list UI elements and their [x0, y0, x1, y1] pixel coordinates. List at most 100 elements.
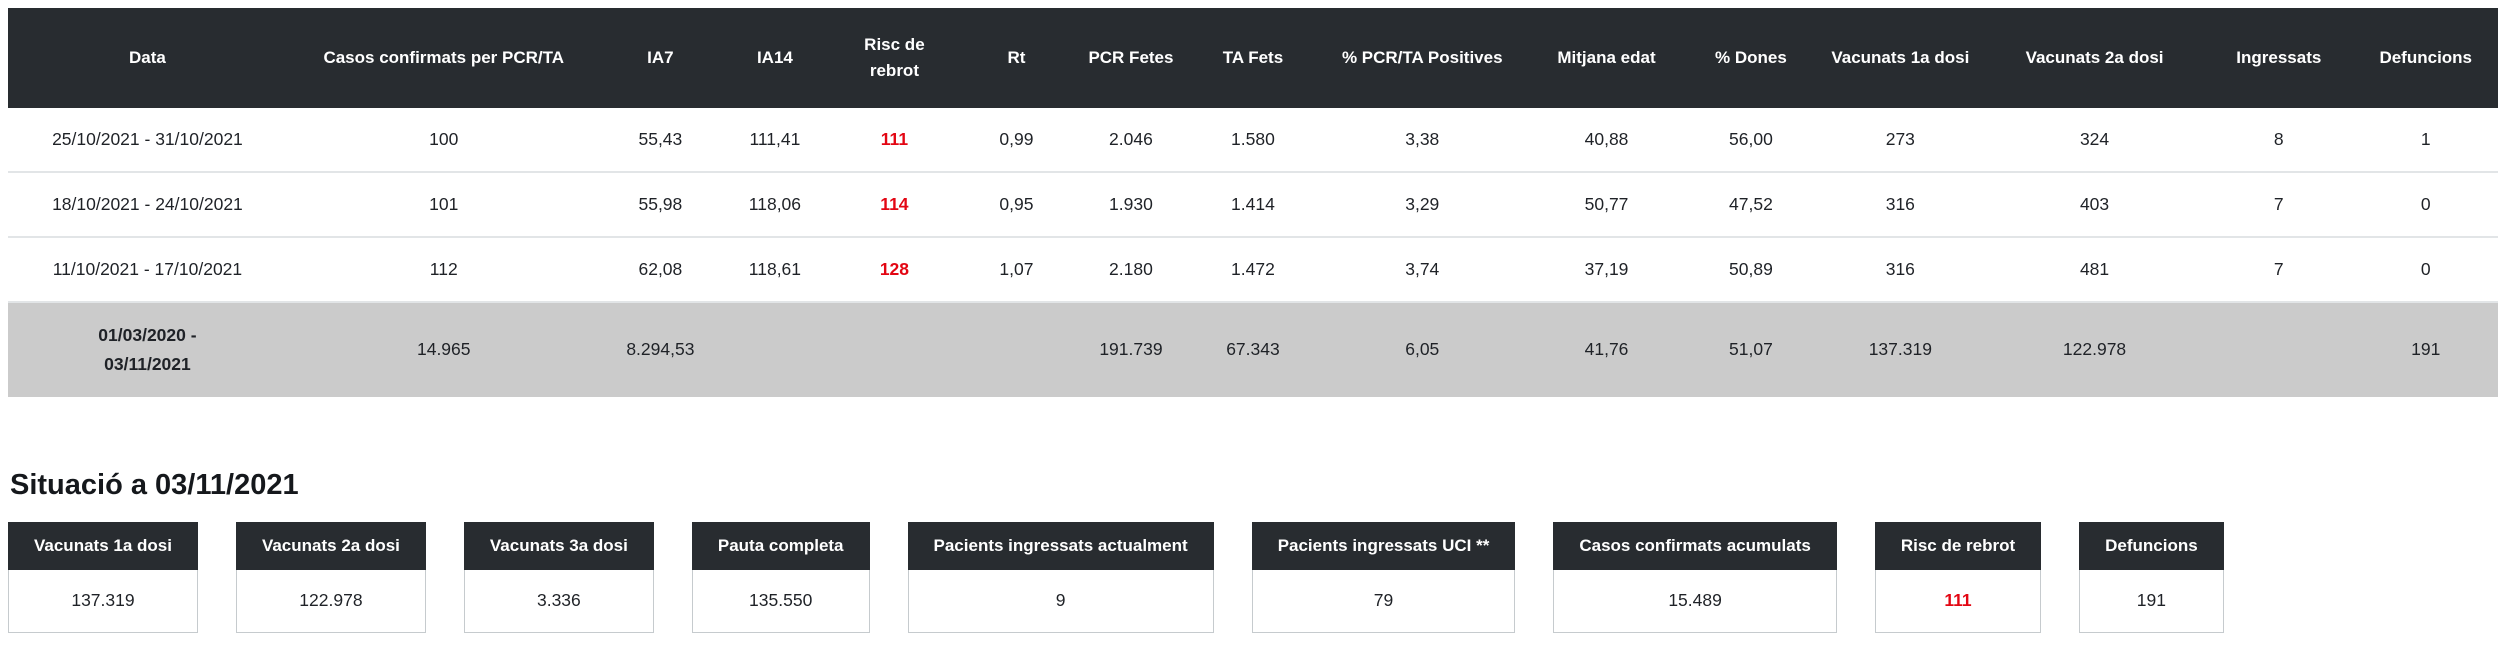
table-cell: 1.414: [1188, 172, 1318, 238]
table-cell: 50,89: [1686, 237, 1816, 303]
stat-card: Defuncions 191: [2079, 521, 2224, 633]
table-cell: 3,38: [1317, 108, 1527, 173]
column-header: TA Fets: [1188, 8, 1318, 108]
stat-card-label: Pacients ingressats UCI **: [1251, 521, 1516, 570]
table-cell: 324: [1984, 108, 2205, 173]
stat-card-value: 122.978: [299, 589, 363, 610]
stat-card-value: 79: [1373, 589, 1394, 610]
stat-card-value: 137.319: [71, 589, 135, 610]
column-header: Data: [8, 8, 287, 108]
stat-cards: Vacunats 1a dosi 137.319 Vacunats 2a dosi 1…: [8, 521, 2498, 633]
table-cell: 47,52: [1686, 172, 1816, 238]
stat-card: Pacients ingressats actualment 9: [907, 521, 1214, 633]
table-cell: 51,07: [1686, 302, 1816, 397]
table-cell: [959, 302, 1074, 397]
table-cell: 8: [2204, 108, 2354, 173]
stat-card-value: 191: [2136, 589, 2166, 610]
table-row: 25/10/2021 - 31/10/2021 100 55,43 111,41 111…: [8, 108, 2498, 173]
table-cell: 112: [286, 237, 601, 303]
table-cell: 191.739: [1073, 302, 1189, 397]
stat-card-label: Risc de rebrot: [1874, 521, 2042, 570]
table-cell: 14.965: [286, 302, 601, 397]
stat-card-label: Pauta completa: [691, 521, 870, 570]
table-cell: 316: [1815, 172, 1985, 238]
stat-card: Casos confirmats acumulats 15.489: [1553, 521, 1837, 633]
table-cell: 1.472: [1188, 237, 1318, 303]
table-cell: 1,07: [959, 237, 1074, 303]
table-cell: 1.930: [1073, 172, 1189, 238]
table-row: 11/10/2021 - 17/10/2021 112 62,08 118,61 128…: [8, 237, 2498, 303]
table-cell: 67.343: [1188, 302, 1318, 397]
column-header: % PCR/TA Positives: [1317, 8, 1527, 108]
table-cell: 62,08: [600, 237, 721, 303]
stat-card-value: 15.489: [1668, 589, 1722, 610]
column-header: Rt: [959, 8, 1074, 108]
table-cell: 316: [1815, 237, 1985, 303]
table-cell: [829, 302, 960, 397]
table-head-row: Data Casos confirmats per PCR/TA IA7 IA14 Ri…: [8, 8, 2498, 108]
table-cell: 8.294,53: [600, 302, 721, 397]
table-cell: 481: [1984, 237, 2205, 303]
table-cell: 55,43: [600, 108, 721, 173]
table-cell: 6,05: [1317, 302, 1527, 397]
situation-title: Situació a 03/11/2021: [10, 468, 299, 501]
column-header: % Dones: [1686, 8, 1816, 108]
table-cell: 118,61: [720, 237, 830, 303]
stat-card-label: Vacunats 2a dosi: [235, 521, 426, 570]
table-cell: 01/03/2020 - 03/11/2021: [8, 302, 287, 397]
stat-card: Risc de rebrot 111: [1874, 521, 2042, 633]
table-cell: 137.319: [1815, 302, 1985, 397]
table-cell: 1: [2353, 108, 2498, 173]
column-header: Casos confirmats per PCR/TA: [286, 8, 601, 108]
table-cell: [2204, 302, 2354, 397]
column-header: Ingressats: [2204, 8, 2354, 108]
stat-card: Vacunats 2a dosi 122.978: [235, 521, 426, 633]
table-cell: 50,77: [1526, 172, 1687, 238]
table-cell: 25/10/2021 - 31/10/2021: [8, 108, 287, 173]
table-cell: 118,06: [720, 172, 830, 238]
table-cell: 403: [1984, 172, 2205, 238]
table-header: Data Casos confirmats per PCR/TA IA7 IA14 Ri…: [8, 8, 2498, 108]
column-header: Defuncions: [2353, 8, 2498, 108]
table-cell: 122.978: [1984, 302, 2205, 397]
table-cell: 3,29: [1317, 172, 1527, 238]
stat-card-label: Vacunats 1a dosi: [8, 521, 198, 570]
table-cell: [720, 302, 830, 397]
stat-card-label: Pacients ingressats actualment: [907, 521, 1214, 570]
table-cell: 3,74: [1317, 237, 1527, 303]
column-header: PCR Fetes: [1073, 8, 1189, 108]
stat-card: Vacunats 1a dosi 137.319: [8, 521, 198, 633]
table-body: 25/10/2021 - 31/10/2021 100 55,43 111,41 111…: [8, 108, 2498, 397]
table-cell: 2.180: [1073, 237, 1189, 303]
table-cell: 111: [829, 108, 960, 173]
table-cell: 55,98: [600, 172, 721, 238]
column-header: Risc de rebrot: [829, 8, 960, 108]
table-cell: 7: [2204, 237, 2354, 303]
stat-card-label: Casos confirmats acumulats: [1553, 521, 1837, 570]
table-total-row: 01/03/2020 - 03/11/2021 14.965 8.294,53 191…: [8, 302, 2498, 397]
column-header: Vacunats 1a dosi: [1815, 8, 1985, 108]
table-cell: 114: [829, 172, 960, 238]
table-cell: 2.046: [1073, 108, 1189, 173]
table-cell: 0,99: [959, 108, 1074, 173]
stat-card: Pacients ingressats UCI ** 79: [1251, 521, 1516, 633]
stat-card-value: 135.550: [749, 589, 813, 610]
table-cell: 11/10/2021 - 17/10/2021: [8, 237, 287, 303]
stat-card-value: 9: [1055, 589, 1066, 610]
table-cell: 111,41: [720, 108, 830, 173]
stat-card: Pauta completa 135.550: [691, 521, 870, 633]
weekly-stats-table: Data Casos confirmats per PCR/TA IA7 IA14 Ri…: [8, 8, 2498, 397]
table-cell: 100: [286, 108, 601, 173]
column-header: Vacunats 2a dosi: [1984, 8, 2205, 108]
table-cell: 0: [2353, 172, 2498, 238]
stat-card-value: 3.336: [536, 589, 581, 610]
column-header: IA14: [720, 8, 830, 108]
column-header: Mitjana edat: [1526, 8, 1687, 108]
stat-card-value: 111: [1944, 589, 1972, 610]
table-cell: 1.580: [1188, 108, 1318, 173]
table-cell: 41,76: [1526, 302, 1687, 397]
table-cell: 273: [1815, 108, 1985, 173]
table-cell: 0,95: [959, 172, 1074, 238]
column-header: IA7: [600, 8, 721, 108]
